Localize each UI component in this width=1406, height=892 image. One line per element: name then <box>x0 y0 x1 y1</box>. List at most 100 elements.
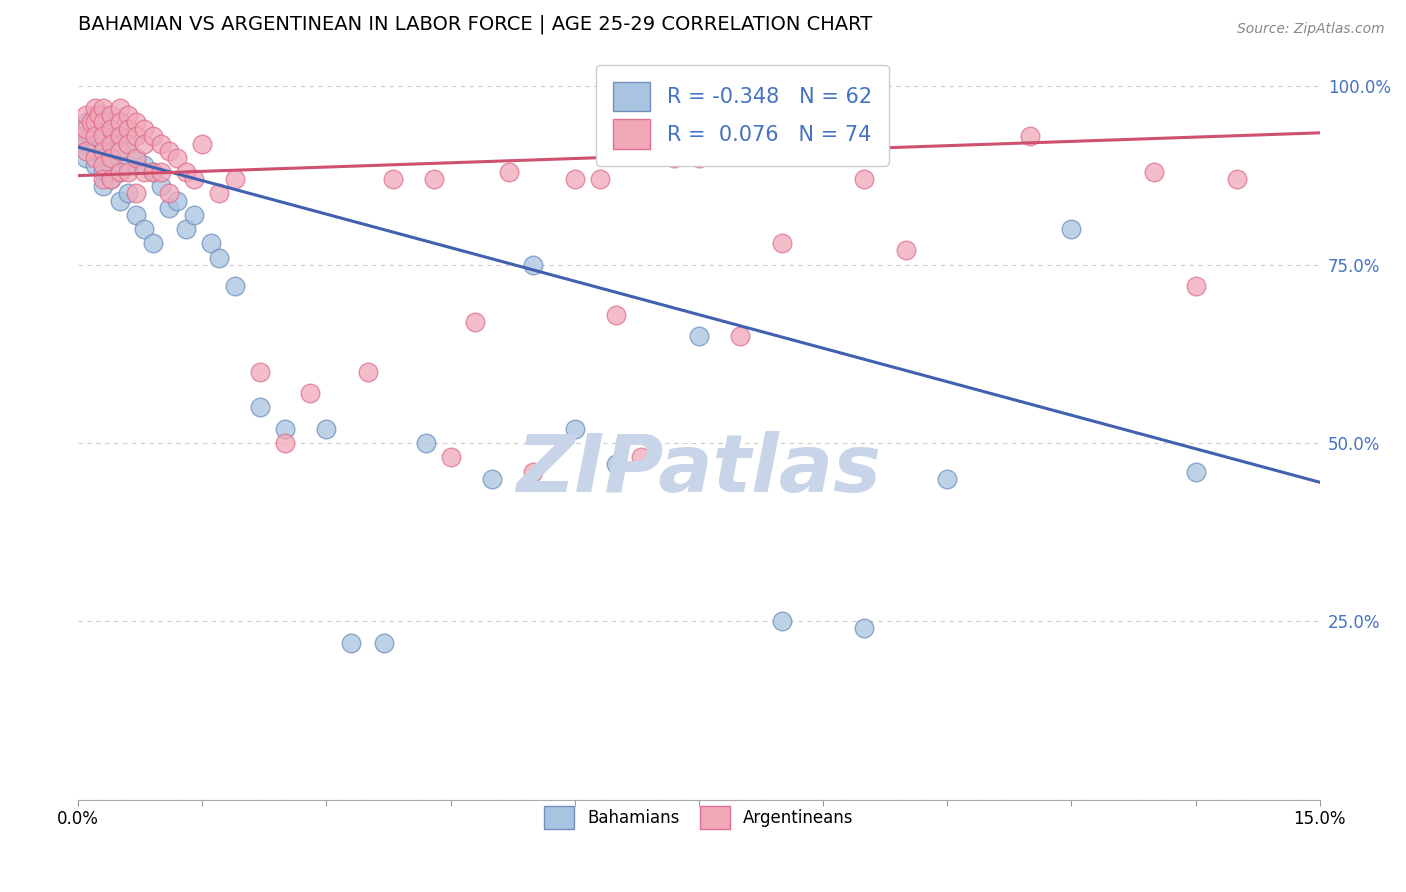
Point <box>249 365 271 379</box>
Point <box>936 472 959 486</box>
Point <box>108 165 131 179</box>
Point <box>72 129 94 144</box>
Point <box>100 172 122 186</box>
Point <box>134 165 156 179</box>
Point <box>83 115 105 129</box>
Point <box>853 621 876 635</box>
Point <box>117 158 139 172</box>
Point <box>191 136 214 151</box>
Point <box>108 165 131 179</box>
Point <box>83 101 105 115</box>
Point <box>125 208 148 222</box>
Point <box>439 450 461 465</box>
Point <box>142 165 165 179</box>
Point <box>91 144 114 158</box>
Point <box>166 151 188 165</box>
Point <box>357 365 380 379</box>
Text: ZIPatlas: ZIPatlas <box>516 431 882 509</box>
Point <box>373 635 395 649</box>
Point <box>108 129 131 144</box>
Point <box>1184 465 1206 479</box>
Point <box>91 165 114 179</box>
Point <box>224 279 246 293</box>
Point <box>117 136 139 151</box>
Text: Source: ZipAtlas.com: Source: ZipAtlas.com <box>1237 22 1385 37</box>
Point <box>91 179 114 194</box>
Point <box>522 465 544 479</box>
Point <box>605 308 627 322</box>
Point <box>79 129 101 144</box>
Point <box>108 129 131 144</box>
Point <box>183 208 205 222</box>
Point <box>149 179 172 194</box>
Point <box>125 186 148 201</box>
Point <box>83 151 105 165</box>
Point <box>142 236 165 251</box>
Legend: Bahamians, Argentineans: Bahamians, Argentineans <box>537 799 860 836</box>
Point <box>134 222 156 236</box>
Point <box>498 165 520 179</box>
Point <box>108 144 131 158</box>
Point <box>83 129 105 144</box>
Point <box>100 151 122 165</box>
Point <box>134 122 156 136</box>
Point <box>522 258 544 272</box>
Point <box>108 144 131 158</box>
Point <box>91 122 114 136</box>
Point <box>605 458 627 472</box>
Point <box>100 122 122 136</box>
Point <box>117 136 139 151</box>
Point <box>1060 222 1083 236</box>
Point <box>481 472 503 486</box>
Point <box>1019 129 1042 144</box>
Point <box>274 436 297 450</box>
Point <box>688 329 710 343</box>
Point <box>75 108 97 122</box>
Point <box>117 122 139 136</box>
Point <box>125 115 148 129</box>
Point <box>83 115 105 129</box>
Point <box>183 172 205 186</box>
Point <box>100 172 122 186</box>
Point <box>91 115 114 129</box>
Point <box>83 144 105 158</box>
Point <box>91 172 114 186</box>
Point <box>224 172 246 186</box>
Point <box>108 115 131 129</box>
Point <box>117 108 139 122</box>
Point <box>73 136 96 151</box>
Point <box>174 222 197 236</box>
Point <box>83 108 105 122</box>
Point <box>75 136 97 151</box>
Point <box>91 101 114 115</box>
Point <box>87 122 110 136</box>
Point <box>149 165 172 179</box>
Point <box>79 115 101 129</box>
Point <box>157 201 180 215</box>
Point <box>894 244 917 258</box>
Point <box>464 315 486 329</box>
Point <box>125 129 148 144</box>
Point <box>157 186 180 201</box>
Point <box>564 172 586 186</box>
Point <box>274 422 297 436</box>
Point <box>249 401 271 415</box>
Point <box>87 108 110 122</box>
Point <box>853 172 876 186</box>
Point <box>298 386 321 401</box>
Point <box>100 122 122 136</box>
Point <box>117 165 139 179</box>
Point <box>117 186 139 201</box>
Point <box>1143 165 1166 179</box>
Point <box>149 136 172 151</box>
Point <box>91 136 114 151</box>
Point <box>91 144 114 158</box>
Point <box>381 172 404 186</box>
Point <box>75 144 97 158</box>
Point <box>100 136 122 151</box>
Point <box>423 172 446 186</box>
Point <box>75 115 97 129</box>
Point <box>91 151 114 165</box>
Point <box>72 129 94 144</box>
Point <box>108 101 131 115</box>
